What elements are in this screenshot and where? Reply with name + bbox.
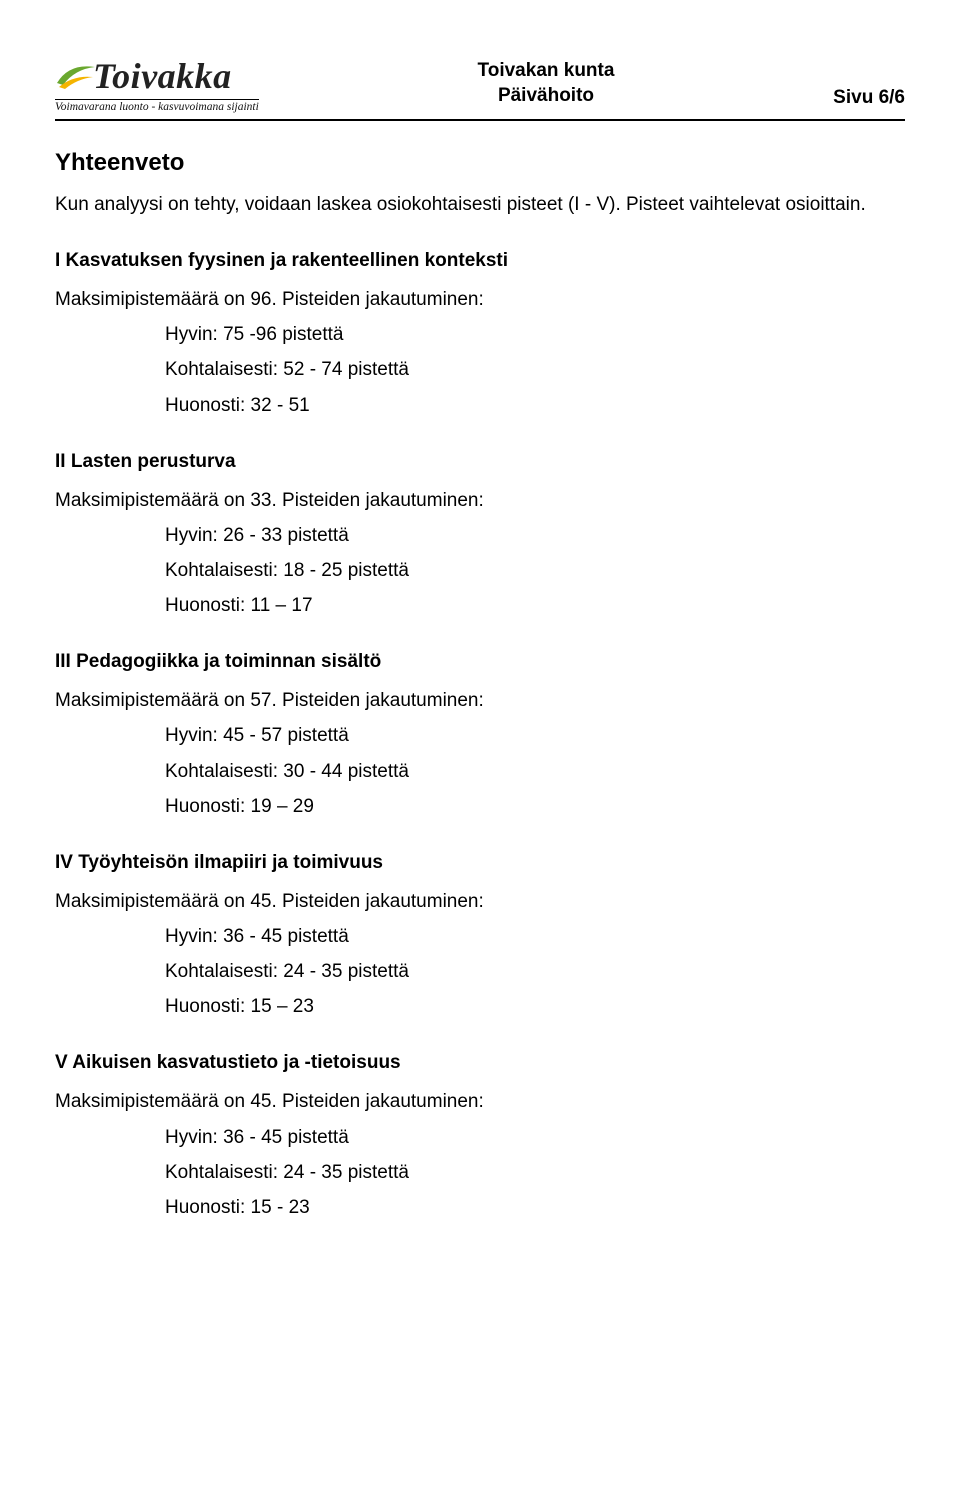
- section-title: II Lasten perusturva: [55, 451, 905, 473]
- grade-list: Hyvin: 45 - 57 pistettäKohtalaisesti: 30…: [165, 718, 905, 823]
- grade-line: Hyvin: 26 - 33 pistettä: [165, 518, 905, 553]
- section-title: V Aikuisen kasvatustieto ja -tietoisuus: [55, 1052, 905, 1074]
- page-title: Yhteenveto: [55, 149, 905, 177]
- grade-line: Kohtalaisesti: 24 - 35 pistettä: [165, 1155, 905, 1190]
- section: IV Työyhteisön ilmapiiri ja toimivuus Mak…: [55, 852, 905, 1025]
- grade-line: Hyvin: 36 - 45 pistettä: [165, 919, 905, 954]
- logo-text: Toivakka: [93, 55, 232, 97]
- grade-line: Hyvin: 75 -96 pistettä: [165, 317, 905, 352]
- section-max-line: Maksimipistemäärä on 45. Pisteiden jakau…: [55, 884, 905, 919]
- grade-line: Kohtalaisesti: 52 - 74 pistettä: [165, 352, 905, 387]
- section-max-line: Maksimipistemäärä on 45. Pisteiden jakau…: [55, 1084, 905, 1119]
- grade-line: Huonosti: 32 - 51: [165, 388, 905, 423]
- section-max-line: Maksimipistemäärä on 33. Pisteiden jakau…: [55, 483, 905, 518]
- header-center: Toivakan kunta Päivähoito: [299, 58, 793, 113]
- page: Toivakka Voimavarana luonto - kasvuvoima…: [0, 0, 960, 1313]
- section-title: I Kasvatuksen fyysinen ja rakenteellinen…: [55, 250, 905, 272]
- logo: Toivakka: [55, 55, 259, 97]
- logo-tagline: Voimavarana luonto - kasvuvoimana sijain…: [55, 99, 259, 113]
- grade-line: Kohtalaisesti: 30 - 44 pistettä: [165, 754, 905, 789]
- section: I Kasvatuksen fyysinen ja rakenteellinen…: [55, 250, 905, 423]
- section-title: IV Työyhteisön ilmapiiri ja toimivuus: [55, 852, 905, 874]
- grade-line: Hyvin: 36 - 45 pistettä: [165, 1120, 905, 1155]
- grade-line: Huonosti: 19 – 29: [165, 789, 905, 824]
- grade-line: Hyvin: 45 - 57 pistettä: [165, 718, 905, 753]
- page-header: Toivakka Voimavarana luonto - kasvuvoima…: [55, 55, 905, 121]
- section-title: III Pedagogiikka ja toiminnan sisältö: [55, 651, 905, 673]
- section-max-line: Maksimipistemäärä on 96. Pisteiden jakau…: [55, 282, 905, 317]
- page-number: Sivu 6/6: [833, 87, 905, 113]
- grade-list: Hyvin: 36 - 45 pistettäKohtalaisesti: 24…: [165, 1120, 905, 1225]
- grade-line: Huonosti: 15 - 23: [165, 1190, 905, 1225]
- grade-list: Hyvin: 26 - 33 pistettäKohtalaisesti: 18…: [165, 518, 905, 623]
- grade-line: Huonosti: 11 – 17: [165, 588, 905, 623]
- section: III Pedagogiikka ja toiminnan sisältö Mak…: [55, 651, 905, 824]
- grade-line: Huonosti: 15 – 23: [165, 989, 905, 1024]
- header-dept: Päivähoito: [299, 83, 793, 109]
- intro-text: Kun analyysi on tehty, voidaan laskea os…: [55, 187, 905, 222]
- grade-line: Kohtalaisesti: 18 - 25 pistettä: [165, 553, 905, 588]
- section: II Lasten perusturva Maksimipistemäärä on…: [55, 451, 905, 624]
- section: V Aikuisen kasvatustieto ja -tietoisuus M…: [55, 1052, 905, 1225]
- grade-line: Kohtalaisesti: 24 - 35 pistettä: [165, 954, 905, 989]
- logo-block: Toivakka Voimavarana luonto - kasvuvoima…: [55, 55, 259, 113]
- section-max-line: Maksimipistemäärä on 57. Pisteiden jakau…: [55, 683, 905, 718]
- grade-list: Hyvin: 75 -96 pistettäKohtalaisesti: 52 …: [165, 317, 905, 422]
- sections-container: I Kasvatuksen fyysinen ja rakenteellinen…: [55, 250, 905, 1225]
- header-org: Toivakan kunta: [299, 58, 793, 84]
- grade-list: Hyvin: 36 - 45 pistettäKohtalaisesti: 24…: [165, 919, 905, 1024]
